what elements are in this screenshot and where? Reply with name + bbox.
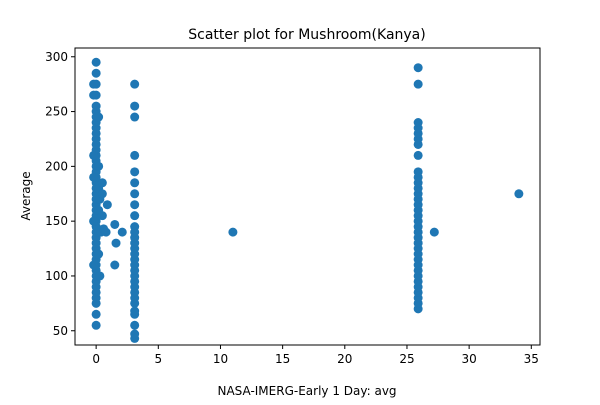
data-point [130,189,140,199]
y-tick-label: 150 [45,214,68,228]
data-point [97,178,107,188]
data-point [130,329,140,339]
data-point [102,200,112,210]
data-point [413,63,423,73]
x-tick-label: 10 [213,352,228,366]
y-tick-label: 250 [45,105,68,119]
x-axis-ticks: 0 5 10 15 20 25 30 35 [92,345,539,366]
data-point [130,211,140,221]
data-point [413,118,423,128]
data-point [228,227,238,237]
y-axis-ticks: 50 100 150 200 250 300 [45,50,75,338]
data-point [89,172,99,182]
y-axis-title: Average [19,171,33,220]
data-point [91,68,101,78]
data-point [130,79,140,89]
data-point [130,306,140,316]
data-point [94,161,104,171]
data-point [130,150,140,160]
data-point [413,150,423,160]
x-tick-label: 35 [524,352,539,366]
data-point [89,216,99,226]
y-tick-label: 50 [53,324,68,338]
data-point [97,211,107,221]
data-point [91,309,101,319]
data-point [94,249,104,259]
data-point [89,79,99,89]
data-point [101,227,111,237]
points-layer [89,57,524,343]
data-point [111,238,121,248]
data-point [130,101,140,111]
data-point [97,189,107,199]
data-point [130,178,140,188]
data-point [91,320,101,330]
data-point [130,200,140,210]
data-point [91,101,101,111]
y-tick-label: 100 [45,269,68,283]
x-tick-label: 30 [461,352,476,366]
x-tick-label: 25 [399,352,414,366]
data-point [429,227,439,237]
data-point [413,79,423,89]
x-tick-label: 20 [337,352,352,366]
x-axis-title: NASA-IMERG-Early 1 Day: avg [217,384,396,398]
y-tick-label: 200 [45,159,68,173]
data-point [130,167,140,177]
data-point [130,222,140,232]
y-tick-label: 300 [45,50,68,64]
x-tick-label: 5 [154,352,162,366]
chart-title: Scatter plot for Mushroom(Kanya) [188,27,425,43]
data-point [117,227,127,237]
data-point [89,260,99,270]
x-tick-label: 15 [275,352,290,366]
data-point [110,219,120,229]
data-point [91,57,101,67]
data-point [413,167,423,177]
data-point [130,112,140,122]
data-point [110,260,120,270]
data-point [94,112,104,122]
data-point [95,271,105,281]
data-point [130,320,140,330]
data-point [89,150,99,160]
x-tick-label: 0 [92,352,100,366]
data-point [89,90,99,100]
axes-frame [74,47,541,346]
data-point [514,189,524,199]
